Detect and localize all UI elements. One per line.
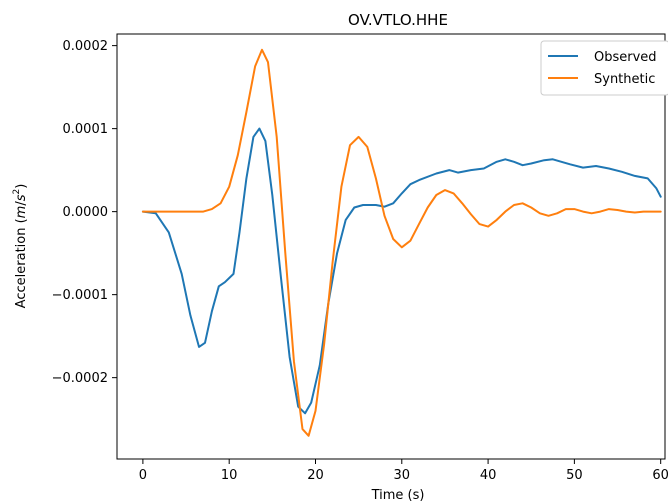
x-tick-label: 60 [652, 468, 668, 483]
x-axis-ticks: 0 10 20 30 40 50 60 [139, 459, 668, 483]
y-tick-label: 0.0001 [63, 122, 109, 137]
series-layer [141, 48, 662, 437]
y-tick-label: 0.0000 [63, 205, 109, 220]
y-tick-label: 0.0002 [63, 39, 109, 54]
x-tick-label: 40 [480, 468, 497, 483]
legend-label-observed: Observed [594, 50, 657, 65]
legend: Observed Synthetic [540, 40, 668, 96]
x-tick-label: 20 [307, 468, 324, 483]
x-axis-label: Time (s) [371, 488, 425, 503]
x-tick-label: 0 [139, 468, 147, 483]
legend-label-synthetic: Synthetic [594, 72, 655, 87]
legend-box [540, 40, 668, 96]
plot-frame [116, 33, 666, 460]
legend-items: Observed Synthetic [548, 50, 657, 87]
x-tick-label: 50 [566, 468, 583, 483]
series-line-observed [141, 127, 662, 415]
chart-title: OV.VTLO.HHE [348, 11, 448, 29]
y-axis-ticks: −0.0002 −0.0001 0.0000 0.0001 0.0002 [52, 39, 117, 386]
y-tick-label: −0.0001 [52, 288, 108, 303]
series-line-synthetic [141, 48, 662, 437]
x-tick-label: 30 [394, 468, 411, 483]
y-tick-label: −0.0002 [52, 371, 108, 386]
x-tick-label: 10 [221, 468, 238, 483]
y-axis-label: Acceleration (m/s2) [12, 184, 29, 309]
